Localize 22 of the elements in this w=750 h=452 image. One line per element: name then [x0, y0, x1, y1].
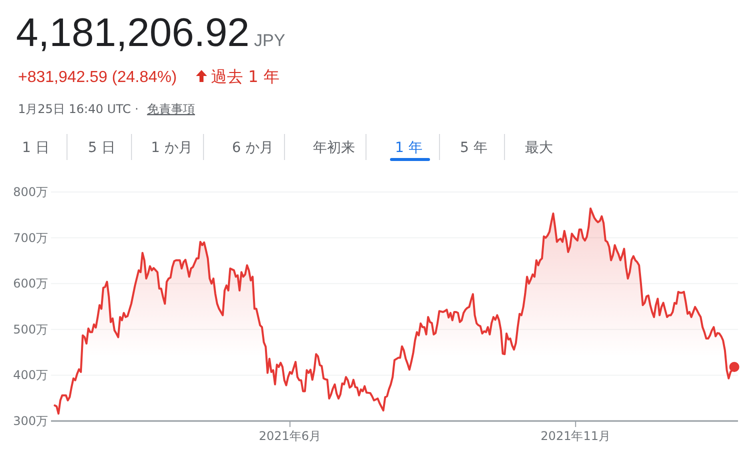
x-tick-label: 2021年11月 [540, 429, 610, 443]
y-tick-label: 600万 [13, 276, 48, 291]
text: 5 日 [88, 140, 116, 156]
text: 6 か月 [232, 140, 274, 156]
chart-title: 4,181,206.92 [16, 11, 250, 55]
text: 最大 [525, 140, 553, 156]
text: 5 年 [460, 140, 488, 156]
text: 過去 1 年 [211, 67, 280, 86]
text: 1 日 [22, 140, 50, 156]
y-tick-label: 300万 [13, 414, 48, 428]
text: JPY [254, 31, 286, 50]
y-tick-label: 800万 [13, 185, 48, 199]
y-tick-label: 700万 [13, 230, 48, 245]
x-tick-label: 2021年6月 [258, 429, 322, 443]
y-tick-label: 500万 [13, 322, 48, 336]
text: 1 か月 [151, 140, 192, 156]
text: 年初来 [313, 140, 355, 156]
y-tick-label: 400万 [13, 368, 48, 382]
text: +831,942.59 (24.84%) [18, 69, 177, 86]
text: 免責事項 [147, 102, 195, 116]
text: 1月25日 16:40 UTC · [18, 102, 139, 116]
text: 1 年 [395, 140, 422, 156]
